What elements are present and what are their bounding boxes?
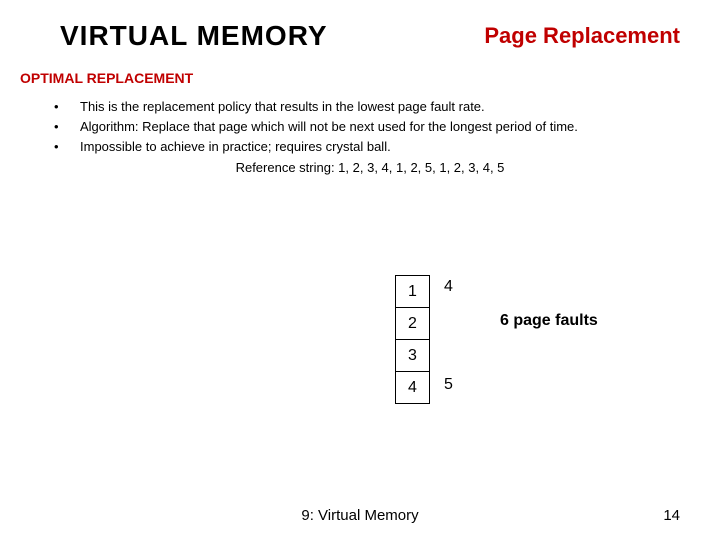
list-item: • Algorithm: Replace that page which wil…	[50, 118, 690, 136]
main-title: VIRTUAL MEMORY	[60, 20, 328, 52]
bullet-marker: •	[50, 138, 80, 156]
bullet-marker: •	[50, 118, 80, 136]
bullet-marker: •	[50, 98, 80, 116]
replacement-value: 4	[444, 278, 453, 296]
list-item: • Impossible to achieve in practice; req…	[50, 138, 690, 156]
bullet-text: This is the replacement policy that resu…	[80, 98, 690, 116]
bullet-list: • This is the replacement policy that re…	[0, 98, 720, 177]
replacement-value: 5	[444, 376, 453, 394]
list-item: • This is the replacement policy that re…	[50, 98, 690, 116]
bullet-text: Algorithm: Replace that page which will …	[80, 118, 690, 136]
section-title: OPTIMAL REPLACEMENT	[0, 62, 720, 98]
slide-header: VIRTUAL MEMORY Page Replacement	[0, 0, 720, 62]
frame-table-area: 1 2 3 4	[395, 275, 430, 404]
frame-table: 1 2 3 4	[395, 275, 430, 404]
frame-cell: 1	[396, 276, 430, 308]
frame-cell: 4	[396, 372, 430, 404]
reference-string: Reference string: 1, 2, 3, 4, 1, 2, 5, 1…	[50, 159, 690, 177]
frame-cell: 2	[396, 308, 430, 340]
page-faults-label: 6 page faults	[500, 312, 598, 330]
topic-title: Page Replacement	[484, 23, 680, 49]
frame-cell: 3	[396, 340, 430, 372]
bullet-text: Impossible to achieve in practice; requi…	[80, 138, 690, 156]
footer-page-number: 14	[663, 507, 680, 524]
footer-chapter: 9: Virtual Memory	[301, 507, 418, 524]
